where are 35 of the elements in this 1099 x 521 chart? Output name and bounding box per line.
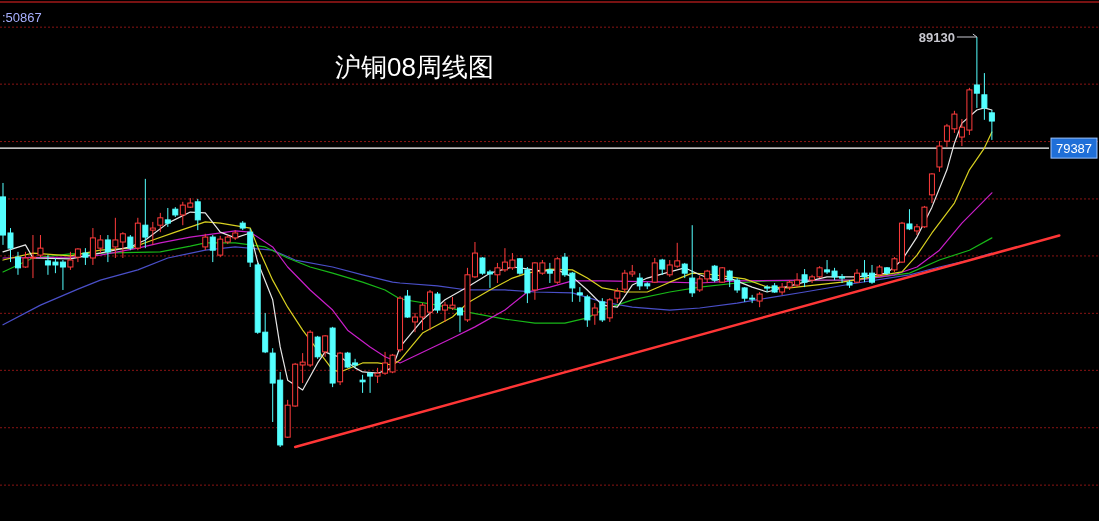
candlestick [584,294,591,328]
candlestick [359,374,366,394]
candlestick [651,257,658,284]
candlestick [367,371,374,394]
candlestick [689,224,696,298]
candlestick [434,291,441,314]
annotation: 89130 [918,30,955,45]
candlestick [164,207,171,228]
candlestick [404,289,411,319]
candlestick [606,297,613,323]
candlestick [322,334,329,358]
candlestick [67,251,74,271]
candlestick [546,262,553,284]
candlestick [928,172,935,204]
candlestick [217,235,224,258]
candlestick [554,256,561,285]
candlestick [988,109,995,141]
candlestick [157,212,164,233]
candlestick [591,302,598,326]
text: 沪铜08周线图 [335,52,494,82]
candlestick [194,198,201,231]
annotation: 79387 [1055,141,1093,157]
candlestick [801,268,808,288]
candlestick [209,234,216,263]
candlestick [14,251,21,276]
candlestick [104,234,111,263]
candlestick [599,297,606,323]
candlestick [456,306,463,333]
candlestick [973,36,980,109]
candlestick [142,178,149,249]
text: :50867 [2,10,42,25]
candlestick [936,140,943,173]
candlestick [981,72,988,121]
candlestick [149,221,156,246]
candlestick [37,234,44,258]
